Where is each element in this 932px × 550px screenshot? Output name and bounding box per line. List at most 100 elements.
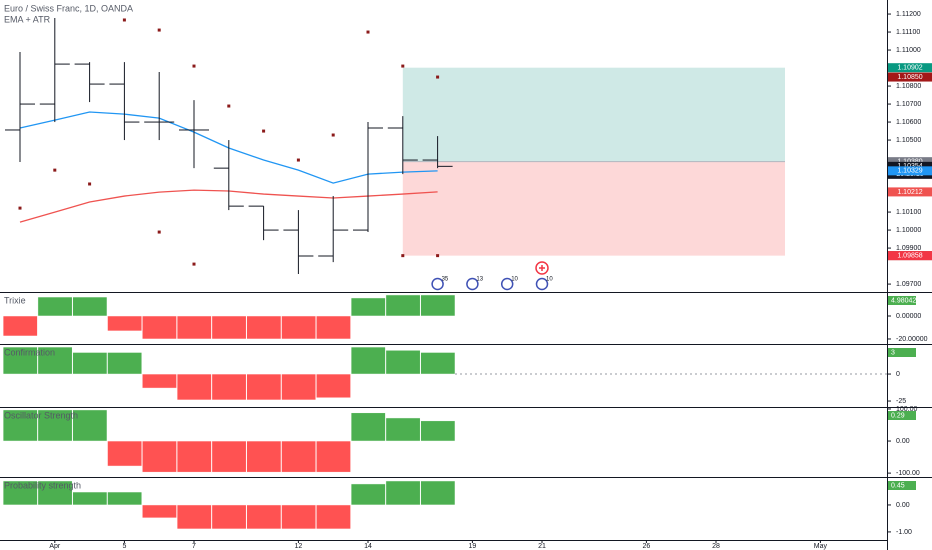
histogram-bar [176, 440, 212, 473]
y-tick-label: 1.11100 [896, 29, 920, 36]
event-plus [539, 265, 545, 271]
x-tick-label: 26 [643, 543, 651, 550]
histogram-bar [72, 352, 108, 375]
y-tick-label: 1.10100 [896, 209, 921, 216]
histogram-bar [246, 504, 282, 530]
price-tag [888, 166, 932, 176]
layers: 35 13 10 10 Trixie Confirmation Oscillator Str… [2, 18, 887, 530]
x-tick-label: Apr [49, 543, 61, 550]
histogram-bar [246, 440, 282, 473]
histogram-bar [72, 491, 108, 506]
y-tick-label: 0 [896, 371, 900, 378]
histogram-bar [350, 297, 386, 317]
x-tick-label: 28 [712, 543, 720, 550]
event-count: 35 [442, 277, 449, 283]
histogram-bar [385, 350, 421, 375]
atr-dot [18, 206, 22, 210]
histogram-bar [316, 440, 351, 473]
price-tag-label: 1.10329 [897, 168, 922, 175]
price-tag [888, 63, 932, 73]
y-tick-label: 1.09700 [896, 281, 921, 288]
atr-dot [296, 158, 300, 162]
x-tick-label: 7 [192, 543, 196, 550]
histogram-bar [316, 504, 351, 530]
histogram-bar [211, 373, 247, 401]
atr-dot [157, 28, 161, 32]
y-tick-label: 1.10700 [896, 101, 921, 108]
chart-title: Euro / Swiss Franc, 1D, OANDA [4, 3, 133, 13]
histogram-bar [281, 315, 317, 340]
pane-title: Confirmation [4, 347, 55, 357]
histogram-bar [37, 346, 73, 375]
histogram-bar [385, 294, 421, 317]
price-tag-label: 1.10850 [897, 74, 922, 81]
histogram-bar [142, 440, 177, 473]
x-tick-label: 12 [295, 543, 303, 550]
event-count: 10 [546, 277, 553, 283]
histogram-bar [2, 480, 38, 506]
y-tick-label: 1.11200 [896, 11, 921, 18]
price-tag [888, 157, 932, 167]
histogram-bar [211, 440, 247, 473]
value-tag [888, 411, 916, 420]
atr-dot [192, 64, 196, 68]
histogram-bar [350, 483, 386, 506]
y-tick-label: -20.00000 [896, 336, 928, 343]
histogram-bar [142, 315, 177, 340]
value-tag [888, 296, 916, 305]
histogram-bar [2, 315, 38, 337]
atr-dot [401, 64, 405, 68]
y-tick-label: 1.10600 [896, 119, 921, 126]
atr-dot [401, 254, 405, 258]
histogram-bar [107, 352, 143, 375]
y-tick-label: 1.09900 [896, 245, 921, 252]
atr-dot [192, 262, 196, 266]
y-tick-label: 1.10500 [896, 137, 921, 144]
pane-title: Probability strength [4, 480, 81, 490]
atr-dot [331, 133, 335, 137]
histogram-bar [420, 294, 456, 317]
y-tick-label: 1.10000 [896, 227, 921, 234]
histogram-bar [37, 409, 73, 442]
histogram-bar [350, 412, 386, 442]
value-tag-label: 3 [891, 349, 895, 356]
value-tag [888, 481, 916, 490]
price-tag [888, 187, 932, 197]
event-count: 10 [511, 277, 518, 283]
histogram-bar [350, 346, 386, 375]
histogram-bar [142, 373, 177, 389]
histogram-bar [72, 409, 108, 442]
price-tag [888, 251, 932, 261]
histogram-bar [385, 480, 421, 506]
price-tag-label: 1.09858 [897, 252, 922, 259]
histogram-bar [107, 491, 143, 506]
y-tick-label: 1.11000 [896, 47, 921, 54]
event-icon [535, 277, 549, 291]
y-tick-label: 0.00 [896, 438, 910, 445]
histogram-bar [420, 420, 456, 442]
value-tag-label: 4.98042 [891, 297, 916, 304]
y-tick-label: 0.00 [896, 502, 910, 509]
y-tick-label: -25 [896, 398, 906, 405]
x-tick-label: 5 [122, 543, 126, 550]
y-tick-label: 1.10800 [896, 83, 921, 90]
atr-dot [122, 18, 126, 22]
pane-title: Oscillator Strength [4, 410, 78, 420]
histogram-bar [107, 315, 143, 332]
histogram-bar [37, 480, 73, 506]
price-tag-label: 1.10212 [897, 189, 922, 196]
event-icon [431, 277, 444, 291]
value-tag-label: 0.29 [891, 412, 905, 419]
value-tag [888, 348, 916, 357]
value-tag-label: 0.45 [891, 482, 905, 489]
atr-dot [436, 254, 440, 258]
atr-dot [262, 129, 266, 133]
atr-dot [88, 182, 92, 186]
y-tick-label: 0.00000 [896, 313, 921, 320]
histogram-bar [107, 440, 143, 467]
y-tick-label: -1.00 [896, 529, 912, 536]
histogram-bar [72, 296, 108, 317]
histogram-bar [246, 315, 282, 340]
histogram-bar [281, 504, 317, 530]
